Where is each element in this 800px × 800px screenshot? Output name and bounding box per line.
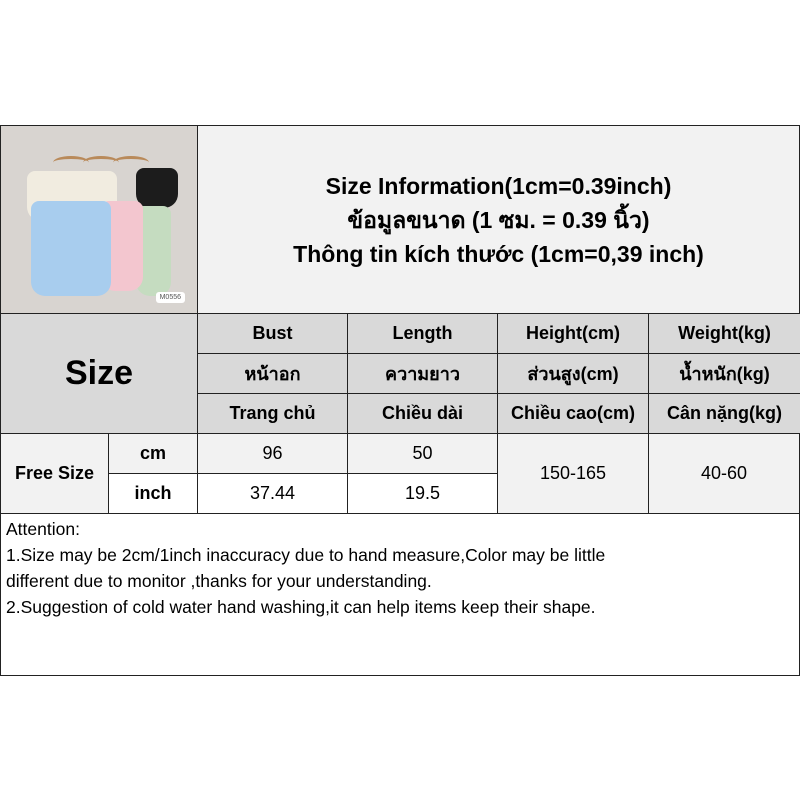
size-label: Size	[64, 354, 134, 392]
title-en: Size Information(1cm=0.39inch)	[325, 172, 672, 199]
column-header-text: ส่วนสูง(cm)	[527, 364, 619, 384]
column-header-text: น้ำหนัก(kg)	[679, 364, 770, 384]
unit-inch: inch	[108, 473, 198, 514]
column-header-en: Length	[347, 313, 498, 354]
height-value: 150-165	[539, 463, 607, 483]
unit-inch-text: inch	[134, 483, 172, 503]
attention-line: 2.Suggestion of cold water hand washing,…	[6, 597, 596, 617]
row-name-text: Free Size	[14, 463, 95, 483]
column-header-en: Bust	[197, 313, 348, 354]
column-header-vi: Chiều cao(cm)	[497, 393, 649, 434]
column-header-text: Chiều dài	[381, 403, 463, 423]
column-header-text: Height(cm)	[526, 323, 620, 343]
column-header-en: Height(cm)	[497, 313, 649, 354]
attention-heading: Attention:	[6, 519, 80, 539]
product-photo: M0556	[0, 125, 198, 314]
product-tag: M0556	[155, 292, 185, 303]
column-header-th: น้ำหนัก(kg)	[648, 353, 800, 394]
column-header-text: Cân nặng(kg)	[667, 403, 782, 423]
column-header-vi: Trang chủ	[197, 393, 348, 434]
column-header-vi: Chiều dài	[347, 393, 498, 434]
bust-cm: 96	[197, 433, 348, 474]
column-header-th: หน้าอก	[197, 353, 348, 394]
bust-inch-value: 37.44	[249, 483, 296, 503]
title-cell: Size Information(1cm=0.39inch) ข้อมูลขนา…	[197, 125, 800, 314]
column-header-text: หน้าอก	[244, 364, 301, 384]
attention-line: 1.Size may be 2cm/1inch inaccuracy due t…	[6, 545, 606, 565]
column-header-text: ความยาว	[385, 364, 460, 384]
column-header-en: Weight(kg)	[648, 313, 800, 354]
attention-line: different due to monitor ,thanks for you…	[6, 571, 432, 591]
unit-cm: cm	[108, 433, 198, 474]
bust-inch: 37.44	[197, 473, 348, 514]
row-name: Free Size	[0, 433, 109, 514]
weight-range: 40-60	[648, 433, 800, 514]
column-header-text: Trang chủ	[229, 403, 316, 423]
column-header-th: ความยาว	[347, 353, 498, 394]
column-header-text: Length	[392, 323, 453, 343]
length-inch-value: 19.5	[404, 483, 441, 503]
column-header-text: Bust	[252, 323, 293, 343]
length-cm-value: 50	[412, 443, 433, 463]
attention-note: Attention: 1.Size may be 2cm/1inch inacc…	[0, 513, 800, 676]
column-header-text: Weight(kg)	[678, 323, 771, 343]
column-header-text: Chiều cao(cm)	[510, 403, 636, 423]
title-vi: Thông tin kích thước (1cm=0,39 inch)	[293, 240, 704, 267]
column-header-th: ส่วนสูง(cm)	[497, 353, 649, 394]
title-th: ข้อมูลขนาด (1 ซม. = 0.39 นิ้ว)	[347, 206, 650, 233]
size-header: Size	[0, 313, 198, 434]
length-inch: 19.5	[347, 473, 498, 514]
length-cm: 50	[347, 433, 498, 474]
unit-cm-text: cm	[139, 443, 166, 463]
column-header-vi: Cân nặng(kg)	[648, 393, 800, 434]
bust-cm-value: 96	[262, 443, 283, 463]
height-range: 150-165	[497, 433, 649, 514]
weight-value: 40-60	[700, 463, 748, 483]
